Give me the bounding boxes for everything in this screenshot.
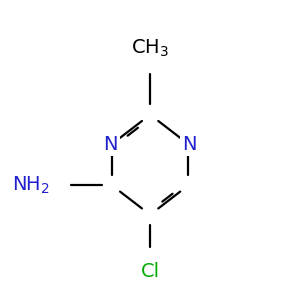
Text: N: N bbox=[103, 135, 118, 154]
Text: N: N bbox=[183, 135, 197, 154]
Text: CH$_3$: CH$_3$ bbox=[131, 38, 169, 59]
Text: N: N bbox=[183, 135, 197, 154]
Text: NH$_2$: NH$_2$ bbox=[12, 175, 50, 196]
Text: Cl: Cl bbox=[141, 262, 160, 281]
Text: N: N bbox=[183, 135, 197, 154]
Text: N: N bbox=[103, 135, 118, 154]
Text: N: N bbox=[103, 135, 118, 154]
